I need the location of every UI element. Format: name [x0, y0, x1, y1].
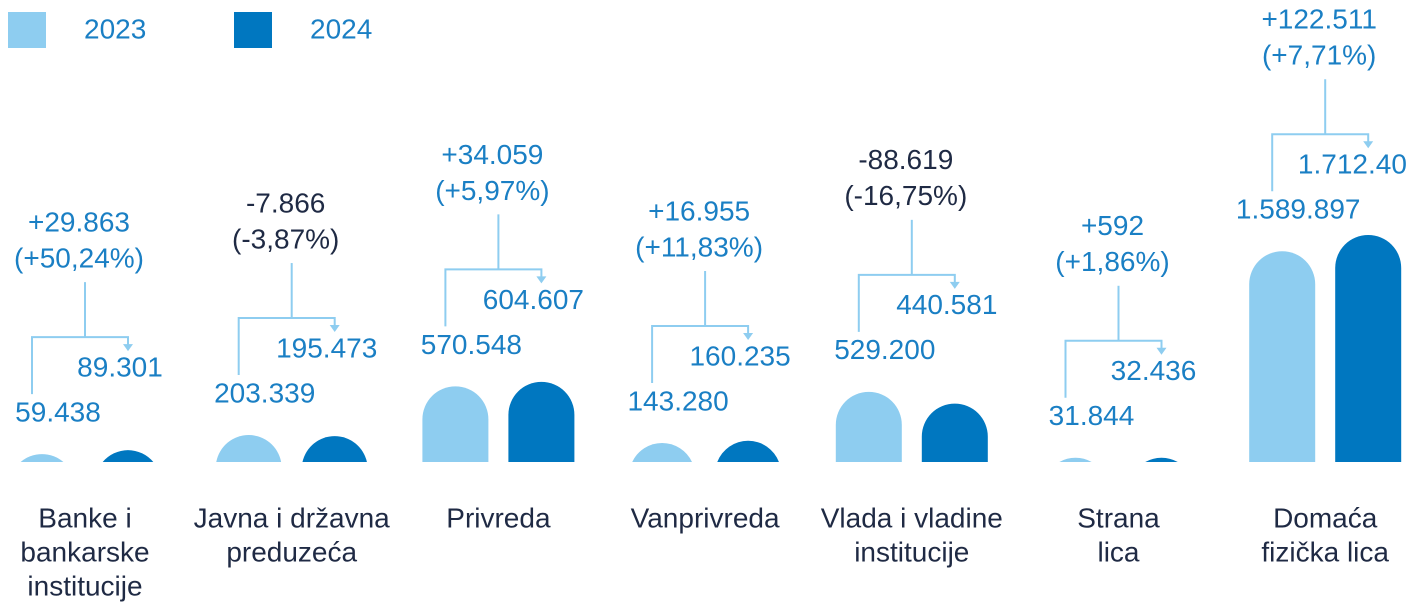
- bracket: [237, 317, 336, 376]
- category-label: institucije: [27, 570, 142, 601]
- value-label: 1.712.408: [1298, 149, 1406, 180]
- category-label: Javna i državna: [194, 502, 391, 533]
- category-label: Domaća: [1273, 502, 1378, 533]
- value-label: 59.438: [15, 397, 101, 428]
- value-label: 570.548: [421, 329, 522, 360]
- bar: [20, 454, 64, 462]
- category-label: preduzeća: [226, 536, 357, 567]
- bracket: [857, 273, 956, 332]
- value-label: 440.581: [896, 289, 997, 320]
- value-label: 32.436: [1111, 355, 1197, 386]
- arrow-head: [949, 281, 960, 289]
- category-label: lica: [1097, 536, 1139, 567]
- change-pct-label: (-3,87%): [232, 223, 339, 254]
- bracket: [444, 268, 543, 327]
- bar: [632, 443, 692, 462]
- arrow-head: [1156, 347, 1167, 355]
- arrow-head: [536, 276, 547, 284]
- bar: [1249, 251, 1316, 462]
- category-label: bankarske: [20, 536, 149, 567]
- value-label: 203.339: [214, 377, 315, 408]
- bar: [508, 381, 575, 462]
- bar: [717, 440, 779, 462]
- change-pct-label: (-16,75%): [844, 180, 967, 211]
- category-label: Privreda: [446, 502, 551, 533]
- category-label: fizička lica: [1261, 536, 1389, 567]
- value-label: 195.473: [276, 332, 377, 363]
- value-label: 160.235: [689, 340, 790, 371]
- value-label: 31.844: [1049, 400, 1135, 431]
- change-pct-label: (+50,24%): [14, 243, 144, 274]
- bar: [422, 386, 489, 462]
- change-pct-label: (+11,83%): [635, 231, 763, 262]
- category-label: Strana: [1077, 502, 1160, 533]
- value-label: 529.200: [834, 334, 935, 365]
- change-label: +16.955: [648, 195, 750, 226]
- legend-swatch: [234, 12, 272, 48]
- change-pct-label: (+7,71%): [1262, 40, 1376, 71]
- value-label: 89.301: [77, 352, 163, 383]
- legend-label: 2023: [84, 13, 146, 44]
- bar: [1335, 234, 1402, 462]
- value-label: 143.280: [627, 385, 728, 416]
- bar: [102, 450, 154, 462]
- category-label: Banke i: [38, 502, 131, 533]
- category-label: institucije: [854, 536, 969, 567]
- bar: [302, 436, 367, 462]
- arrow-head: [1363, 141, 1374, 149]
- legend-swatch: [8, 12, 46, 48]
- bar: [835, 391, 902, 462]
- bar: [921, 403, 988, 462]
- change-pct-label: (+1,86%): [1055, 246, 1169, 277]
- bar: [1145, 457, 1178, 462]
- change-label: -7.866: [246, 187, 325, 218]
- bar: [1059, 457, 1092, 462]
- change-label: +592: [1081, 210, 1144, 241]
- change-pct-label: (+5,97%): [435, 175, 549, 206]
- bracket: [31, 336, 129, 395]
- bar: [216, 435, 282, 462]
- value-label: 604.607: [483, 284, 584, 315]
- arrow-head: [329, 325, 340, 333]
- legend-label: 2024: [310, 13, 372, 44]
- bracket: [651, 325, 750, 384]
- category-label: Vlada i vladine: [821, 502, 1003, 533]
- change-label: -88.619: [858, 144, 953, 175]
- value-label: 1.589.897: [1236, 194, 1361, 225]
- bracket: [1064, 339, 1163, 398]
- bracket: [1271, 133, 1370, 192]
- arrow-head: [743, 333, 754, 341]
- category-label: Vanprivreda: [631, 502, 780, 533]
- arrow-head: [123, 344, 133, 352]
- change-label: +122.511: [1261, 4, 1377, 35]
- change-label: +29.863: [28, 207, 130, 238]
- change-label: +34.059: [441, 139, 543, 170]
